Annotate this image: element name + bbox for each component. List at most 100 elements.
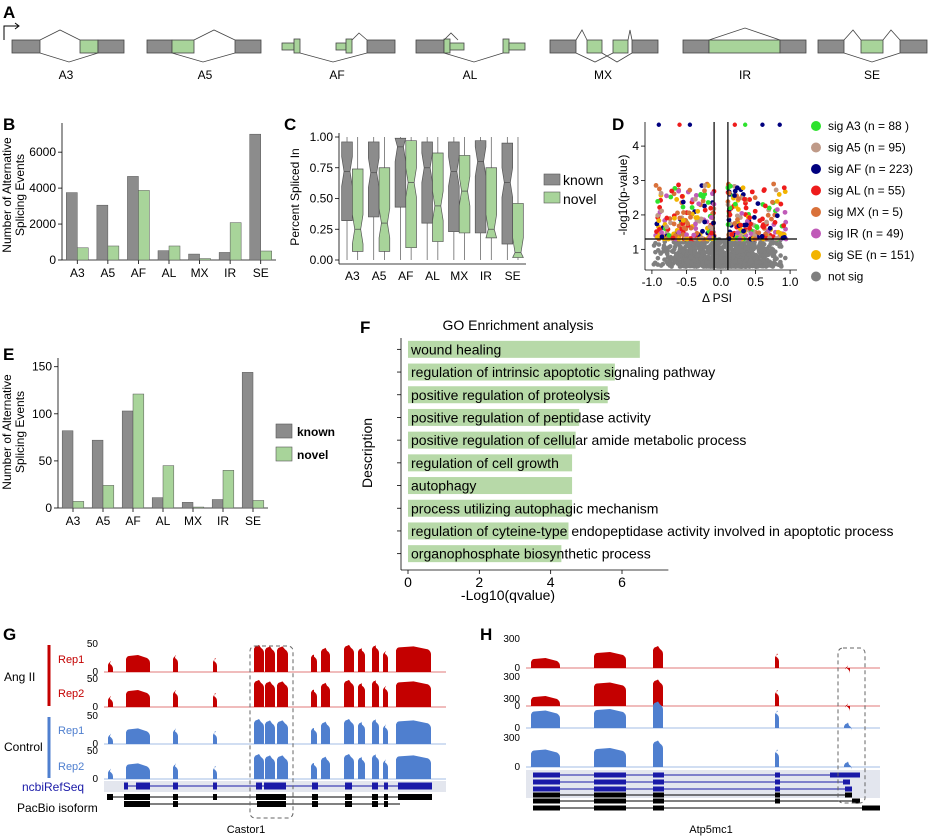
b-bar-novel — [260, 250, 272, 261]
g-angii-rep1-exon-peak — [265, 646, 275, 672]
d-point-notsig — [677, 263, 683, 268]
c-ytick-label: 0.25 — [310, 222, 334, 236]
h-pacbio-exon — [852, 798, 860, 804]
g-control-rep2-exon-peak — [254, 753, 264, 779]
c-ytick-label: 0.50 — [310, 192, 334, 206]
b-bar-novel — [138, 190, 150, 261]
panel-b: Number of Alternative Splicing Events 0 2… — [0, 123, 276, 280]
g-refseq-label: ncbiRefSeq — [22, 780, 84, 794]
h-pacbio-exon — [594, 805, 626, 811]
g-control-rep2-exon-peak — [108, 768, 113, 779]
c-xtick-label: IR — [480, 269, 492, 283]
d-point-sig — [677, 122, 682, 127]
g-control-rep2-exon-peak — [277, 755, 288, 779]
panel-letter-b: B — [3, 115, 15, 134]
d-point-sig — [653, 183, 659, 188]
b-ytick-label: 0 — [49, 253, 56, 267]
e-bar-known — [61, 430, 74, 509]
d-point-sig — [676, 230, 682, 235]
g-gene-name: Castor1 — [227, 824, 266, 836]
d-point-notsig — [733, 248, 738, 253]
d-point-sig — [668, 194, 674, 200]
d-point-sig — [762, 203, 768, 209]
d-point-notsig — [767, 248, 773, 254]
d-point-notsig — [770, 264, 776, 269]
d-point-notsig — [682, 263, 688, 269]
d-point-notsig — [750, 251, 756, 257]
g-control-rep2-exon-peak — [311, 761, 317, 779]
f-xtick-label: 6 — [618, 574, 626, 590]
g-control-rep2-exon-peak — [396, 755, 431, 779]
panel-letter-h: H — [480, 625, 492, 644]
panel-letter-d: D — [612, 115, 624, 134]
d-point-sig — [734, 185, 740, 191]
d-point-sig — [686, 210, 692, 216]
d-point-notsig — [717, 245, 723, 250]
g-pacbio-exon — [398, 794, 432, 800]
d-legend-dot — [811, 142, 821, 153]
d-point-sig — [736, 196, 742, 202]
d-point-sig — [676, 188, 682, 194]
panel-a — [3, 22, 928, 63]
d-point-sig — [692, 196, 698, 202]
d-point-notsig — [754, 263, 760, 269]
h-refseq-exon — [533, 779, 560, 785]
b-bar-known — [188, 253, 200, 261]
d-point-sig — [781, 185, 787, 191]
d-point-sig — [771, 181, 777, 187]
d-ylabel: -log10(p-value) — [616, 155, 630, 236]
b-xtick-label: A5 — [101, 266, 116, 280]
f-bar — [408, 545, 562, 563]
d-point-sig — [748, 231, 754, 237]
d-point-sig — [772, 219, 778, 225]
d-point-notsig — [766, 262, 771, 268]
c-box-known — [421, 141, 433, 224]
e-xtick-label: AL — [156, 514, 171, 528]
d-legend-dot — [811, 250, 821, 260]
c-box-novel — [485, 167, 498, 239]
g-pacbio-exon — [312, 801, 318, 807]
c-legend-novel-swatch — [543, 191, 561, 204]
d-legend-dot — [811, 185, 821, 196]
panel-a-labels: A3 A5 AF AL MX IR SE — [59, 68, 880, 82]
d-ytick-label: 4 — [632, 139, 639, 153]
d-point-notsig — [719, 259, 725, 264]
d-point-notsig — [782, 255, 788, 261]
d-xtick-label: -0.5 — [676, 275, 697, 289]
e-bar-novel — [132, 393, 145, 509]
b-ylabel-2: Splicing Events — [13, 154, 27, 236]
g-angii-rep1-ytick-label: 50 — [87, 639, 99, 650]
d-point-sig — [782, 209, 788, 215]
e-legend-known-swatch — [275, 423, 293, 439]
f-bars — [408, 340, 640, 563]
d-point-sig — [669, 188, 675, 194]
d-point-sig — [738, 222, 744, 228]
f-ylabel: Description — [359, 418, 375, 488]
f-bar — [408, 454, 573, 472]
d-point-notsig — [653, 249, 658, 255]
d-point-sig — [685, 221, 691, 227]
f-bar — [408, 477, 573, 495]
d-xlabel: Δ PSI — [702, 291, 732, 305]
h-refseq-exon — [775, 779, 780, 785]
d-point-notsig — [695, 252, 700, 258]
d-point-sig — [695, 208, 701, 214]
d-point-notsig — [651, 243, 657, 248]
h-pacbio-exon — [775, 792, 780, 798]
b-ytick-label: 6000 — [29, 145, 56, 159]
d-point-sig — [774, 207, 780, 212]
d-ytick-label: 1 — [632, 242, 639, 256]
f-xtick-label: 2 — [475, 574, 483, 590]
h-highlight-box — [837, 647, 866, 804]
d-point-notsig — [704, 259, 709, 265]
d-point-sig — [761, 188, 767, 193]
g-angii-rep1-exon-peak — [108, 660, 113, 672]
d-point-sig — [659, 208, 665, 214]
g-angii-rep2-ytick-label: 0 — [92, 702, 98, 713]
h-control-rep1-ytick-label: 300 — [503, 694, 520, 705]
e-xtick-label: A5 — [96, 514, 111, 528]
h-pacbio-exon — [533, 792, 560, 798]
g-angii-rep2-exon-peak — [344, 679, 354, 707]
